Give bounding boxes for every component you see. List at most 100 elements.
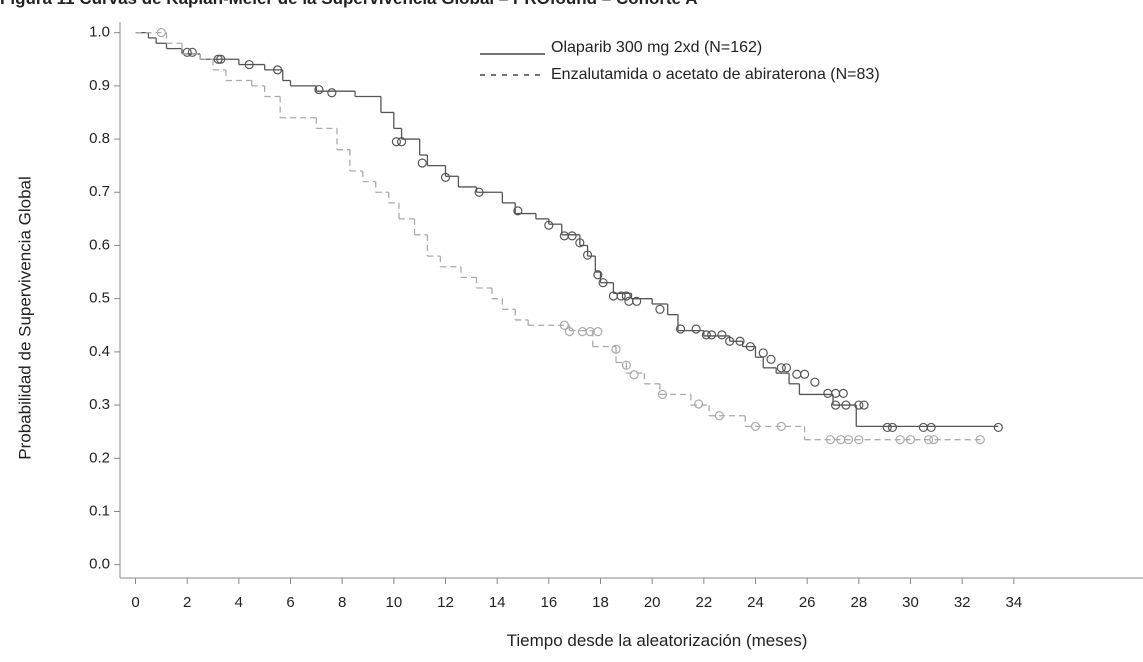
censor-marker <box>691 324 701 334</box>
y-tick-label: 0.0 <box>89 556 110 573</box>
y-tick-label: 0.5 <box>89 290 110 307</box>
censor-marker <box>655 304 665 314</box>
x-tick-label: 20 <box>644 594 661 611</box>
censor-marker <box>182 47 192 57</box>
y-tick-label: 0.7 <box>89 183 110 200</box>
censor-marker <box>213 54 223 64</box>
legend-label: Enzalutamida o acetato de abiraterona (N… <box>551 66 880 83</box>
x-tick-label: 2 <box>183 594 191 611</box>
censor-marker <box>776 363 786 373</box>
censor-marker <box>854 435 864 445</box>
censor-marker <box>216 54 226 64</box>
censor-marker <box>629 370 639 380</box>
censor-marker <box>792 369 802 379</box>
censor-marker <box>544 220 554 230</box>
y-tick-label: 0.1 <box>89 502 110 519</box>
censor-marker <box>926 422 936 433</box>
x-tick-label: 0 <box>131 594 139 611</box>
censor-marker <box>859 400 869 410</box>
censor-marker <box>593 327 603 337</box>
y-tick-label: 1.0 <box>89 24 110 41</box>
x-tick-label: 6 <box>286 594 294 611</box>
censor-marker <box>854 400 864 410</box>
censor-marker <box>745 341 755 352</box>
censor-marker <box>799 369 810 379</box>
censor-marker <box>657 389 668 400</box>
censor-marker <box>841 400 851 410</box>
x-tick-label: 14 <box>489 594 506 611</box>
censor-marker <box>905 435 916 445</box>
censor-marker <box>717 330 727 340</box>
censor-marker <box>440 172 451 182</box>
censor-marker <box>564 327 575 337</box>
censor-marker <box>701 330 712 340</box>
censor-marker <box>887 422 898 433</box>
censor-marker <box>918 422 929 433</box>
censor-marker <box>417 158 427 168</box>
x-tick-label: 34 <box>1005 594 1022 611</box>
censor-marker <box>272 65 283 75</box>
censor-marker <box>714 411 724 421</box>
censor-marker <box>611 344 621 354</box>
x-axis-title: Tiempo desde la aleatorización (meses) <box>507 631 808 650</box>
censor-marker <box>621 291 631 301</box>
censor-marker <box>593 270 603 280</box>
x-tick-label: 8 <box>338 594 346 611</box>
censor-marker <box>575 238 585 248</box>
censor-marker <box>187 47 197 57</box>
censor-marker <box>776 421 786 431</box>
x-tick-label: 24 <box>747 594 764 611</box>
x-tick-label: 22 <box>695 594 712 611</box>
censor-marker <box>391 137 402 147</box>
censor-marker <box>825 435 836 445</box>
x-tick-label: 32 <box>954 594 971 611</box>
censor-marker <box>750 421 761 431</box>
y-tick-label: 0.3 <box>89 396 110 413</box>
censor-marker <box>923 435 934 445</box>
censor-marker <box>823 388 833 398</box>
censor-marker <box>975 435 985 445</box>
censor-marker <box>582 250 593 260</box>
censor-marker <box>577 327 588 337</box>
censor-marker <box>513 206 523 216</box>
censor-marker <box>895 435 905 445</box>
x-tick-label: 30 <box>902 594 919 611</box>
censor-marker <box>843 435 854 445</box>
censor-marker <box>810 377 820 387</box>
y-tick-label: 0.6 <box>89 236 110 253</box>
censor-marker <box>156 28 166 38</box>
chart-title: Figura 11 Curvas de Kaplan-Meier de la S… <box>0 0 698 8</box>
x-tick-label: 4 <box>235 594 243 611</box>
legend-label: Olaparib 300 mg 2xd (N=162) <box>551 39 762 56</box>
censor-marker <box>567 231 577 241</box>
x-tick-label: 28 <box>850 594 867 611</box>
x-tick-label: 12 <box>437 594 454 611</box>
censor-marker <box>830 388 841 398</box>
x-tick-label: 10 <box>385 594 402 611</box>
censor-marker <box>621 360 631 370</box>
censor-marker <box>474 187 484 197</box>
y-axis-title: Probabilidad de Supervivencia Global <box>15 176 34 460</box>
x-tick-label: 18 <box>592 594 609 611</box>
censor-marker <box>694 399 704 409</box>
censor-marker <box>598 278 608 288</box>
censor-marker <box>244 59 254 70</box>
censor-marker <box>632 296 642 306</box>
censor-marker <box>830 400 841 410</box>
censor-marker <box>396 137 407 147</box>
censor-marker <box>314 84 324 95</box>
censor-marker <box>725 336 735 346</box>
y-tick-label: 0.8 <box>89 130 110 147</box>
censor-marker <box>559 231 569 241</box>
censor-marker <box>838 388 848 398</box>
y-tick-label: 0.9 <box>89 77 110 94</box>
x-tick-label: 16 <box>540 594 557 611</box>
censor-marker <box>616 291 626 301</box>
y-tick-label: 0.4 <box>89 343 110 360</box>
censor-marker <box>758 348 768 358</box>
censor-marker <box>675 324 686 334</box>
censor-marker <box>766 354 776 364</box>
censor-marker <box>929 435 939 445</box>
y-tick-label: 0.2 <box>89 449 110 466</box>
